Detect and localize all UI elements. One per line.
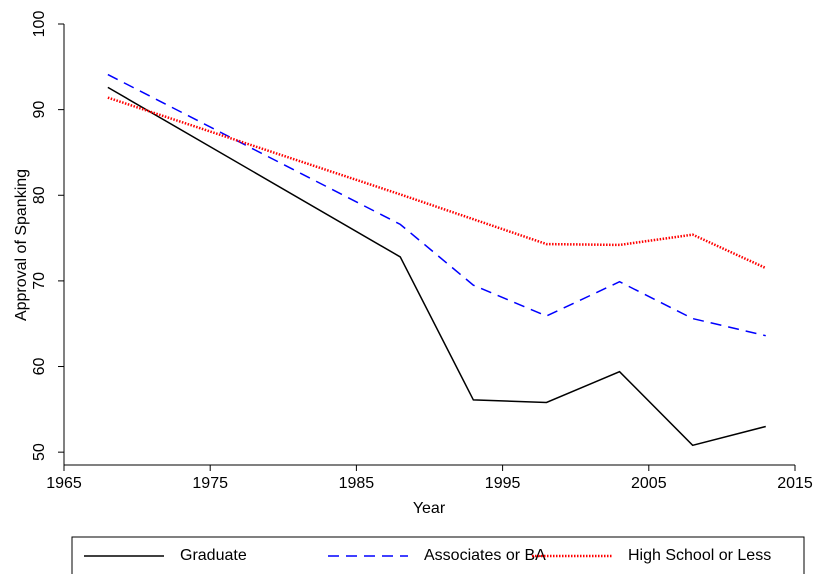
y-axis-label: Approval of Spanking [13,169,30,321]
x-tick-label: 1995 [485,475,521,492]
x-tick-label: 1965 [46,475,82,492]
x-axis-label: Year [413,500,446,517]
y-tick-label: 80 [31,186,48,204]
y-tick-label: 100 [31,11,48,38]
series-line [107,73,766,337]
legend: Graduate Associates or BA High School or L… [71,536,805,574]
x-tick-label: 1985 [339,475,375,492]
series-line [107,86,766,447]
legend-box [71,536,805,574]
y-tick-label: 70 [31,272,48,290]
y-tick-label: 90 [31,101,48,119]
legend-label: High School or Less [628,547,771,564]
series-line [107,96,767,270]
legend-label: Associates or BA [424,547,546,564]
x-tick-label: 2015 [777,475,813,492]
y-tick-label: 50 [31,443,48,461]
x-tick-label: 2005 [631,475,667,492]
x-tick-label: 1975 [192,475,228,492]
legend-label: Graduate [180,547,247,564]
y-tick-label: 60 [31,358,48,376]
